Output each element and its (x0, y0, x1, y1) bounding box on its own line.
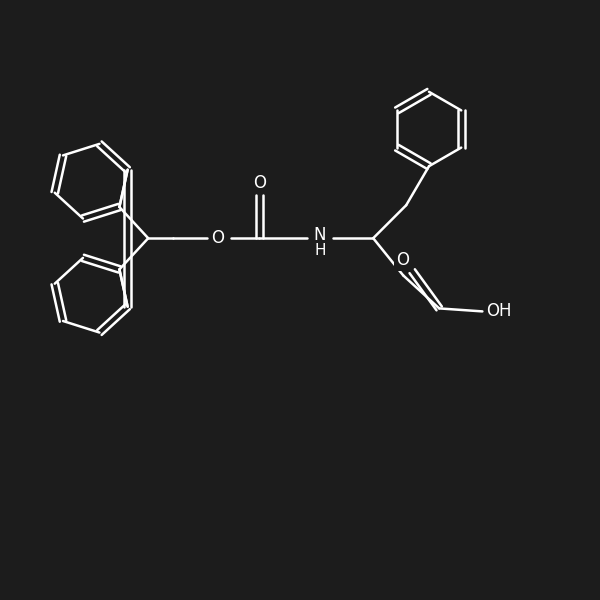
Text: N: N (314, 226, 326, 244)
Text: H: H (314, 243, 326, 258)
Text: O: O (396, 251, 409, 269)
Text: OH: OH (486, 302, 511, 320)
Text: O: O (211, 229, 224, 247)
Text: O: O (253, 174, 266, 192)
